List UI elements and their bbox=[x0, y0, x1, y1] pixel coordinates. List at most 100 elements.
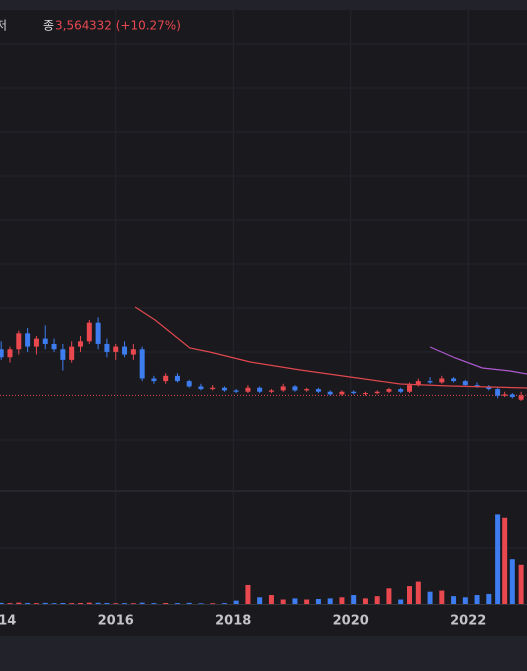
volume-bar bbox=[327, 598, 333, 604]
volume-bar bbox=[257, 597, 263, 604]
change: 332 (+10.27%) bbox=[89, 19, 181, 33]
candle-body bbox=[518, 395, 524, 400]
x-tick-label: 2022 bbox=[450, 614, 486, 629]
candle-body bbox=[474, 385, 480, 387]
close-value: 3,564 bbox=[55, 19, 89, 33]
volume-bar bbox=[95, 602, 101, 604]
volume-bar bbox=[33, 603, 39, 604]
candle-body bbox=[406, 385, 412, 392]
candle-body bbox=[451, 378, 457, 382]
volume-bar bbox=[474, 595, 480, 604]
volume-bar bbox=[186, 602, 192, 604]
candle-body bbox=[502, 394, 508, 396]
moving-average bbox=[134, 306, 527, 389]
candle-body bbox=[292, 386, 298, 391]
candle-body bbox=[0, 349, 4, 358]
volume-bar bbox=[280, 599, 286, 604]
volume-bar bbox=[233, 600, 239, 604]
volume-bar bbox=[139, 602, 145, 604]
candle-body bbox=[386, 389, 392, 392]
candle-body bbox=[221, 387, 227, 391]
candle-body bbox=[398, 389, 404, 392]
top-bar bbox=[0, 0, 527, 10]
volume-bar bbox=[221, 603, 227, 604]
candle-body bbox=[7, 349, 13, 358]
volume-bar bbox=[486, 593, 492, 604]
candle-body bbox=[509, 394, 515, 398]
candle-body bbox=[210, 387, 216, 390]
candle-body bbox=[486, 386, 492, 390]
candle-body bbox=[362, 393, 368, 395]
close-label: 종 bbox=[43, 19, 54, 33]
volume-bar bbox=[42, 602, 48, 604]
volume-bar bbox=[509, 559, 515, 604]
candle-body bbox=[16, 333, 22, 350]
volume-bar bbox=[60, 602, 66, 604]
volume-bar bbox=[292, 598, 298, 604]
volume-bar bbox=[245, 584, 251, 604]
candle-body bbox=[25, 333, 31, 347]
volume-bar bbox=[51, 603, 57, 604]
candle-body bbox=[60, 349, 66, 360]
candle-body bbox=[495, 389, 501, 396]
volume-bar bbox=[386, 588, 392, 604]
candle-body bbox=[257, 387, 263, 392]
volume-bar bbox=[495, 514, 501, 604]
volume-bar bbox=[406, 586, 412, 604]
volume-bar bbox=[7, 603, 13, 604]
volume-bar bbox=[351, 595, 357, 604]
candle-body bbox=[139, 349, 145, 379]
volume-bar bbox=[315, 598, 321, 604]
candle-body bbox=[268, 390, 274, 392]
candle-body bbox=[374, 391, 380, 394]
volume-bar bbox=[398, 599, 404, 604]
candle-body bbox=[233, 390, 239, 392]
volume-bar bbox=[163, 602, 169, 604]
h-grid bbox=[0, 43, 527, 549]
x-tick-label: 2016 bbox=[98, 614, 134, 629]
volume-bar bbox=[339, 597, 345, 604]
candle-body bbox=[86, 322, 92, 342]
volume-bar bbox=[427, 591, 433, 604]
volume-bar bbox=[451, 596, 457, 604]
volume-bar bbox=[268, 595, 274, 604]
volume-bar bbox=[86, 602, 92, 604]
x-tick-label: 2020 bbox=[333, 614, 369, 629]
volume-bar bbox=[304, 599, 310, 604]
volume-bar bbox=[198, 603, 204, 604]
volume-bar bbox=[16, 602, 22, 604]
candle-body bbox=[69, 346, 75, 360]
volume-bar bbox=[439, 590, 445, 604]
candle-body bbox=[186, 381, 192, 387]
candle-body bbox=[151, 378, 157, 382]
volume-bar bbox=[462, 597, 468, 604]
candle-body bbox=[42, 338, 48, 344]
candle-body bbox=[95, 322, 101, 344]
candle-body bbox=[327, 391, 333, 395]
volume-bar bbox=[122, 603, 128, 604]
x-tick-label: 2018 bbox=[215, 614, 251, 629]
candle-body bbox=[122, 346, 128, 355]
candle-body bbox=[315, 389, 321, 392]
candle-body bbox=[104, 343, 110, 352]
volume-bar bbox=[518, 564, 524, 604]
candle-body bbox=[245, 387, 251, 392]
volume-bar bbox=[362, 598, 368, 604]
volume-bar bbox=[104, 602, 110, 604]
candle-body bbox=[304, 389, 310, 391]
candle-body bbox=[339, 391, 345, 395]
candle-body bbox=[77, 341, 83, 347]
volume-bar bbox=[151, 603, 157, 604]
moving-average bbox=[429, 346, 527, 375]
bottom-bar bbox=[0, 636, 527, 671]
volume-bar bbox=[374, 596, 380, 604]
candle-body bbox=[280, 386, 286, 391]
volume-bar bbox=[25, 602, 31, 604]
candle-body bbox=[415, 381, 421, 386]
candle-body bbox=[51, 343, 57, 350]
candle-body bbox=[113, 346, 119, 352]
volume-bar bbox=[0, 602, 4, 604]
candle-body bbox=[198, 386, 204, 390]
